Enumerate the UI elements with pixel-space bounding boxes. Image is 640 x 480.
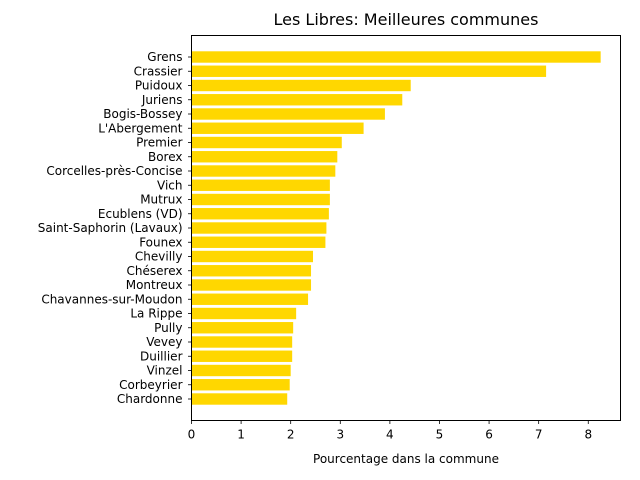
category-label: Chardonne bbox=[117, 392, 183, 406]
category-label: Vinzel bbox=[147, 364, 183, 378]
x-tick-label: 7 bbox=[535, 428, 543, 442]
bar bbox=[191, 136, 342, 149]
bar bbox=[191, 122, 364, 134]
category-label: Juriens bbox=[141, 93, 183, 107]
x-axis-label: Pourcentage dans la commune bbox=[313, 452, 499, 466]
bar bbox=[191, 279, 312, 291]
category-label: Mutrux bbox=[140, 193, 182, 207]
bar bbox=[191, 293, 309, 305]
category-labels-group: GrensCrassierPuidouxJuriensBogis-BosseyL… bbox=[38, 50, 192, 406]
plot-frame bbox=[191, 35, 621, 421]
bars-group bbox=[191, 51, 601, 405]
category-label: Vevey bbox=[146, 335, 182, 349]
bar bbox=[191, 222, 327, 234]
x-tick-label: 0 bbox=[188, 428, 196, 442]
x-tick-label: 2 bbox=[287, 428, 295, 442]
category-label: Pully bbox=[154, 321, 182, 335]
bar bbox=[191, 108, 385, 120]
x-tick-label: 4 bbox=[386, 428, 394, 442]
category-label: Grens bbox=[147, 50, 182, 64]
bar bbox=[191, 364, 291, 377]
bar bbox=[191, 65, 547, 77]
bar bbox=[191, 208, 329, 220]
bar bbox=[191, 193, 330, 206]
category-label: Chavannes-sur-Moudon bbox=[41, 292, 182, 306]
category-label: Crassier bbox=[134, 64, 183, 78]
bar bbox=[191, 336, 293, 348]
category-label: L'Abergement bbox=[98, 121, 183, 135]
x-tick-label: 3 bbox=[336, 428, 344, 442]
category-label: Ecublens (VD) bbox=[98, 207, 183, 221]
bar bbox=[191, 393, 288, 405]
bar bbox=[191, 265, 312, 277]
category-label: Corbeyrier bbox=[119, 378, 182, 392]
category-label: La Rippe bbox=[130, 307, 182, 321]
bar bbox=[191, 151, 338, 163]
bar bbox=[191, 51, 601, 63]
bar bbox=[191, 79, 411, 92]
bar bbox=[191, 236, 326, 248]
x-ticks-group: 0 1 2 3 4 5 6 7 8 bbox=[188, 420, 592, 442]
category-label: Chéserex bbox=[127, 264, 183, 278]
category-label: Vich bbox=[157, 178, 182, 192]
category-label: Borex bbox=[148, 150, 183, 164]
bar bbox=[191, 379, 290, 391]
bar bbox=[191, 250, 314, 263]
bar bbox=[191, 165, 336, 177]
category-label: Montreux bbox=[126, 278, 183, 292]
x-tick-label: 1 bbox=[237, 428, 245, 442]
bar bbox=[191, 350, 293, 362]
category-label: Saint-Saphorin (Lavaux) bbox=[38, 221, 183, 235]
category-label: Founex bbox=[139, 235, 182, 249]
category-label: Puidoux bbox=[135, 79, 183, 93]
x-tick-label: 5 bbox=[436, 428, 444, 442]
category-label: Corcelles-près-Concise bbox=[46, 164, 182, 178]
bar bbox=[191, 322, 294, 334]
x-tick-label: 6 bbox=[485, 428, 493, 442]
bar bbox=[191, 307, 297, 320]
chart-title: Les Libres: Meilleures communes bbox=[274, 10, 539, 29]
category-label: Premier bbox=[136, 136, 182, 150]
category-label: Bogis-Bossey bbox=[103, 107, 182, 121]
category-label: Duillier bbox=[140, 349, 183, 363]
bar bbox=[191, 94, 403, 106]
bar bbox=[191, 179, 330, 191]
x-tick-label: 8 bbox=[584, 428, 592, 442]
category-label: Chevilly bbox=[135, 250, 183, 264]
